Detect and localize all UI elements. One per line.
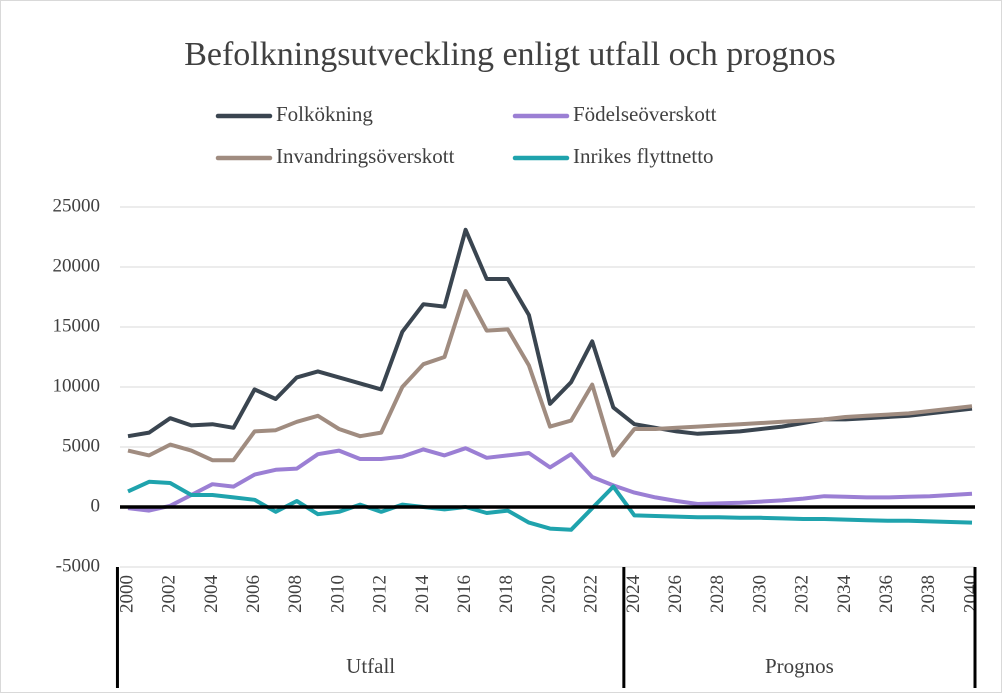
x-tick-label: 2008	[285, 575, 306, 613]
x-tick-label: 2040	[960, 575, 981, 613]
series-line	[127, 289, 973, 463]
y-tick-label: 15000	[53, 315, 101, 336]
chart-title: Befolkningsutveckling enligt utfall och …	[184, 36, 836, 73]
y-tick-label: 0	[91, 495, 101, 516]
x-tick-label: 2020	[538, 575, 559, 613]
x-tick-label: 2022	[581, 575, 602, 613]
group-label: Utfall	[346, 654, 395, 678]
x-tick-label: 2034	[834, 575, 855, 614]
legend-label: Folkökning	[276, 102, 373, 126]
series-line	[127, 446, 973, 513]
x-tick-label: 2004	[201, 575, 222, 614]
x-tick-label: 2006	[243, 575, 264, 613]
y-tick-label: 10000	[53, 375, 101, 396]
x-tick-label: 2002	[159, 575, 180, 613]
y-tick-label: 25000	[53, 195, 101, 216]
x-tick-label: 2032	[792, 575, 813, 613]
x-tick-label: 2010	[327, 575, 348, 613]
x-tick-label: 2038	[918, 575, 939, 613]
x-tick-label: 2036	[876, 575, 897, 613]
x-tick-label: 2024	[623, 575, 644, 614]
x-tick-label: 2028	[707, 575, 728, 613]
y-tick-label: 20000	[53, 255, 101, 276]
x-tick-label: 2000	[116, 575, 137, 613]
group-label: Prognos	[765, 654, 834, 678]
y-tick-label: 5000	[62, 435, 100, 456]
legend-label: Inrikes flyttnetto	[573, 144, 714, 168]
x-tick-label: 2030	[749, 575, 770, 613]
x-tick-label: 2018	[496, 575, 517, 613]
legend-label: Födelseöverskott	[573, 102, 717, 126]
legend-label: Invandringsöverskott	[276, 144, 455, 168]
x-tick-label: 2014	[412, 575, 433, 614]
x-tick-label: 2026	[665, 575, 686, 613]
x-tick-label: 2016	[454, 575, 475, 613]
x-tick-label: 2012	[370, 575, 391, 613]
y-tick-label: -5000	[56, 555, 100, 576]
